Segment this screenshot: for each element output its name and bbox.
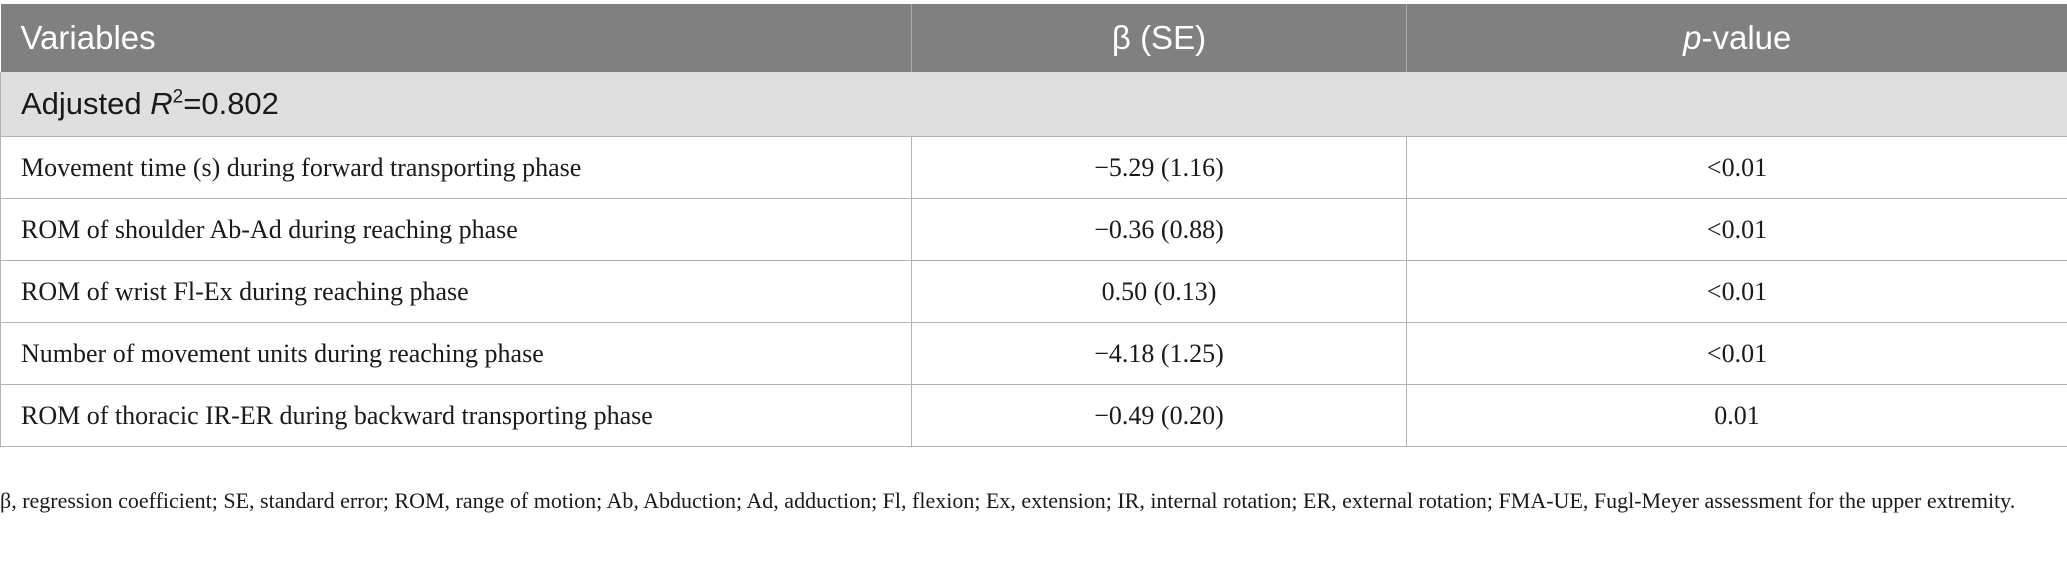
table-header: Variables β (SE) p-value <box>0 4 2067 72</box>
variable-cell: Movement time (s) during forward transpo… <box>0 136 912 199</box>
beta-cell: −4.18 (1.25) <box>911 322 1407 385</box>
p-value-cell: <0.01 <box>1406 136 2067 199</box>
table-row: ROM of wrist Fl-Ex during reaching phase… <box>0 260 2067 323</box>
group-row: Adjusted R2=0.802 <box>0 72 2067 137</box>
regression-table: Variables β (SE) p-value Adjusted R2=0.8… <box>0 4 2067 447</box>
p-value-cell: 0.01 <box>1406 384 2067 447</box>
variable-cell: ROM of shoulder Ab-Ad during reaching ph… <box>0 198 912 261</box>
r-symbol: R <box>150 86 173 121</box>
variable-cell: ROM of wrist Fl-Ex during reaching phase <box>0 260 912 323</box>
header-row: Variables β (SE) p-value <box>0 4 2067 72</box>
beta-cell: −0.49 (0.20) <box>911 384 1407 447</box>
adjusted-prefix: Adjusted <box>21 86 151 121</box>
regression-table-container: Variables β (SE) p-value Adjusted R2=0.8… <box>0 4 2067 447</box>
p-value-cell: <0.01 <box>1406 322 2067 385</box>
header-p-italic: p <box>1683 19 1702 56</box>
beta-cell: 0.50 (0.13) <box>911 260 1407 323</box>
p-value-cell: <0.01 <box>1406 260 2067 323</box>
adjusted-r2-cell: Adjusted R2=0.802 <box>0 72 2067 137</box>
beta-cell: −0.36 (0.88) <box>911 198 1407 261</box>
table-row: ROM of shoulder Ab-Ad during reaching ph… <box>0 198 2067 261</box>
variable-cell: Number of movement units during reaching… <box>0 322 912 385</box>
table-row: Number of movement units during reaching… <box>0 322 2067 385</box>
header-p-rest: -value <box>1701 19 1792 56</box>
table-row: ROM of thoracic IR-ER during backward tr… <box>0 384 2067 447</box>
table-footnote: β, regression coefficient; SE, standard … <box>0 488 2016 513</box>
variable-cell: ROM of thoracic IR-ER during backward tr… <box>0 384 912 447</box>
adjusted-value: =0.802 <box>183 86 279 121</box>
table-row: Movement time (s) during forward transpo… <box>0 136 2067 199</box>
header-p-value: p-value <box>1406 4 2067 72</box>
table-body: Adjusted R2=0.802 Movement time (s) duri… <box>0 72 2067 447</box>
header-variables: Variables <box>0 4 912 72</box>
r-superscript: 2 <box>172 86 184 108</box>
p-value-cell: <0.01 <box>1406 198 2067 261</box>
beta-cell: −5.29 (1.16) <box>911 136 1407 199</box>
header-beta-se: β (SE) <box>911 4 1407 72</box>
